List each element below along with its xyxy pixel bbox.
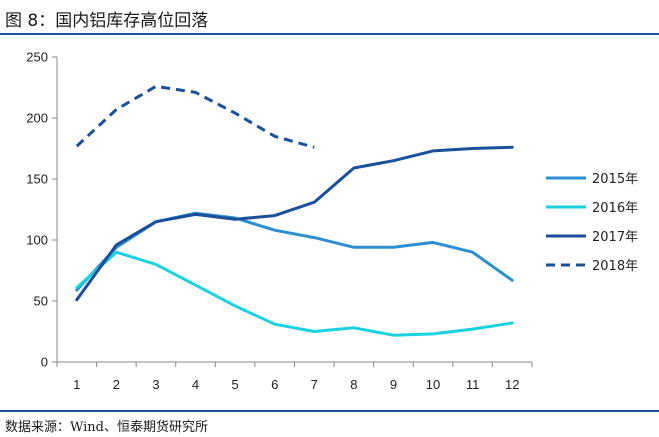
x-tick-label: 11 <box>466 377 480 392</box>
y-tick-label: 250 <box>26 50 48 65</box>
chart-legend: 2015年 2016年 2017年 2018年 <box>546 172 638 274</box>
x-tick-label: 2 <box>113 377 120 392</box>
series-line-3 <box>75 84 315 149</box>
x-tick-label: 12 <box>505 377 519 392</box>
bottom-divider <box>0 410 659 412</box>
legend-label-1: 2016年 <box>592 201 638 216</box>
data-source-note: 数据来源：Wind、恒泰期货研究所 <box>5 420 208 435</box>
x-tick-label: 3 <box>152 377 159 392</box>
chart-title: 图 8：国内铝库存高位回落 <box>5 11 209 31</box>
y-tick-label: 150 <box>26 172 48 187</box>
top-divider <box>0 33 659 35</box>
legend-label-3: 2018年 <box>592 259 638 274</box>
y-tick-label: 0 <box>41 355 48 370</box>
x-tick-label: 7 <box>311 377 318 392</box>
x-tick-label: 4 <box>192 377 199 392</box>
x-tick-label: 10 <box>426 377 440 392</box>
chart-series <box>75 84 514 337</box>
series-line-2 <box>75 145 514 302</box>
series-line-0 <box>75 211 514 292</box>
x-tick-label: 1 <box>73 377 80 392</box>
x-tick-label: 8 <box>350 377 357 392</box>
y-tick-label: 50 <box>34 294 48 309</box>
series-line-1 <box>75 250 514 337</box>
x-tick-label: 9 <box>390 377 397 392</box>
x-tick-label: 5 <box>232 377 239 392</box>
x-tick-label: 6 <box>271 377 278 392</box>
legend-label-2: 2017年 <box>592 230 638 245</box>
y-tick-label: 200 <box>26 111 48 126</box>
y-tick-label: 100 <box>26 233 48 248</box>
legend-label-0: 2015年 <box>592 172 638 187</box>
